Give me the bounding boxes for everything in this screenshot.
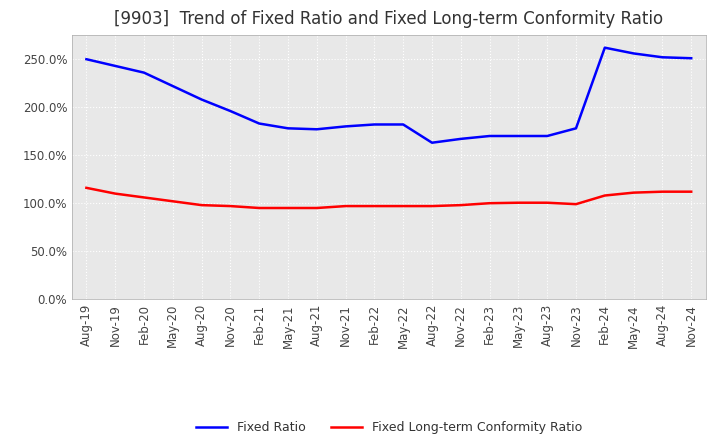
Fixed Ratio	[255, 121, 264, 126]
Fixed Ratio	[111, 63, 120, 69]
Fixed Long-term Conformity Ratio	[341, 203, 350, 209]
Fixed Ratio	[456, 136, 465, 142]
Fixed Long-term Conformity Ratio	[370, 203, 379, 209]
Fixed Ratio	[543, 133, 552, 139]
Fixed Ratio	[572, 126, 580, 131]
Fixed Long-term Conformity Ratio	[629, 190, 638, 195]
Fixed Long-term Conformity Ratio	[485, 201, 494, 206]
Fixed Ratio	[140, 70, 148, 75]
Fixed Ratio	[197, 97, 206, 102]
Fixed Ratio	[312, 127, 321, 132]
Fixed Ratio	[284, 126, 292, 131]
Fixed Ratio	[687, 55, 696, 61]
Fixed Long-term Conformity Ratio	[572, 202, 580, 207]
Fixed Ratio	[658, 55, 667, 60]
Fixed Ratio	[485, 133, 494, 139]
Fixed Ratio	[370, 122, 379, 127]
Fixed Ratio	[514, 133, 523, 139]
Fixed Long-term Conformity Ratio	[399, 203, 408, 209]
Fixed Ratio	[629, 51, 638, 56]
Fixed Ratio	[341, 124, 350, 129]
Fixed Long-term Conformity Ratio	[226, 203, 235, 209]
Title: [9903]  Trend of Fixed Ratio and Fixed Long-term Conformity Ratio: [9903] Trend of Fixed Ratio and Fixed Lo…	[114, 10, 663, 28]
Fixed Long-term Conformity Ratio	[687, 189, 696, 194]
Fixed Long-term Conformity Ratio	[197, 202, 206, 208]
Fixed Long-term Conformity Ratio	[255, 205, 264, 211]
Fixed Long-term Conformity Ratio	[284, 205, 292, 211]
Fixed Long-term Conformity Ratio	[312, 205, 321, 211]
Line: Fixed Long-term Conformity Ratio: Fixed Long-term Conformity Ratio	[86, 188, 691, 208]
Line: Fixed Ratio: Fixed Ratio	[86, 48, 691, 143]
Fixed Long-term Conformity Ratio	[168, 198, 177, 204]
Fixed Long-term Conformity Ratio	[600, 193, 609, 198]
Fixed Ratio	[226, 108, 235, 114]
Fixed Long-term Conformity Ratio	[456, 202, 465, 208]
Fixed Long-term Conformity Ratio	[111, 191, 120, 196]
Fixed Ratio	[168, 84, 177, 89]
Fixed Ratio	[600, 45, 609, 50]
Fixed Long-term Conformity Ratio	[543, 200, 552, 205]
Fixed Long-term Conformity Ratio	[140, 195, 148, 200]
Fixed Ratio	[428, 140, 436, 145]
Fixed Ratio	[82, 57, 91, 62]
Fixed Long-term Conformity Ratio	[82, 185, 91, 191]
Fixed Long-term Conformity Ratio	[428, 203, 436, 209]
Legend: Fixed Ratio, Fixed Long-term Conformity Ratio: Fixed Ratio, Fixed Long-term Conformity …	[191, 416, 587, 439]
Fixed Long-term Conformity Ratio	[514, 200, 523, 205]
Fixed Long-term Conformity Ratio	[658, 189, 667, 194]
Fixed Ratio	[399, 122, 408, 127]
